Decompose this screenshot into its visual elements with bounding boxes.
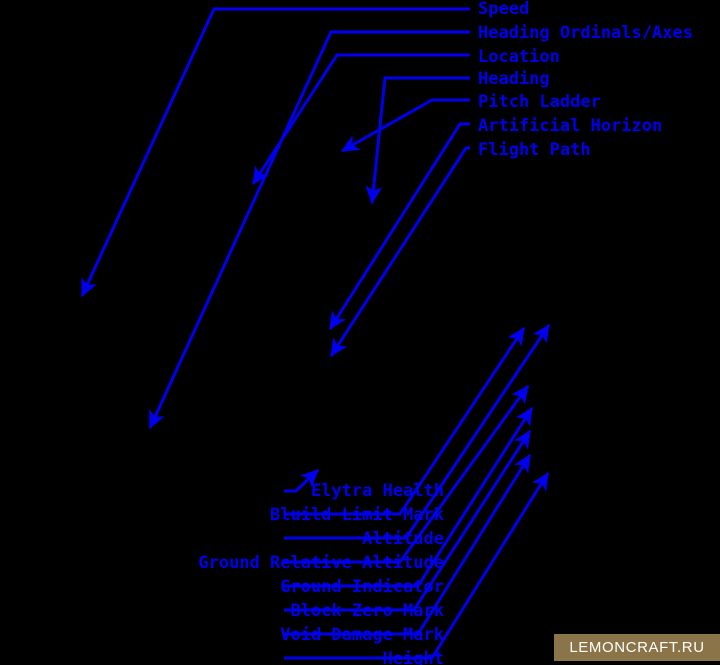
label-void-damage-mark: Void Damage Mark <box>280 625 444 645</box>
watermark-text: LEMONCRAFT.RU <box>569 639 705 656</box>
label-pitch-ladder: Pitch Ladder <box>478 92 601 112</box>
label-block-zero-mark: Block Zero Mark <box>290 601 444 621</box>
label-speed: Speed <box>478 0 530 19</box>
label-ground-indicator: Ground Indicator <box>280 577 444 597</box>
watermark-badge: LEMONCRAFT.RU <box>554 634 720 661</box>
leader-location <box>251 53 470 186</box>
leader-heading <box>365 76 470 205</box>
label-elytra-health: Elytra Health <box>310 481 444 501</box>
label-flight-path: Flight Path <box>478 140 591 160</box>
label-ground-relative-altitude: Ground Relative Altitude <box>198 553 444 573</box>
label-heading-ordinals: Heading Ordinals/Axes <box>478 23 693 43</box>
label-altitude: Altitude <box>362 529 444 549</box>
label-build-limit-mark: Bluild Limit Mark <box>270 505 444 525</box>
label-location: Location <box>478 47 560 67</box>
leader-speed <box>80 7 470 298</box>
leader-heading-ordinals <box>148 30 470 430</box>
leader-pitch-ladder <box>340 98 470 153</box>
leader-artificial-horizon <box>328 122 470 331</box>
leader-flight-path <box>329 146 470 358</box>
label-heading: Heading <box>478 69 550 89</box>
label-height: Height <box>382 649 444 665</box>
label-artificial-horizon: Artificial Horizon <box>478 116 663 136</box>
